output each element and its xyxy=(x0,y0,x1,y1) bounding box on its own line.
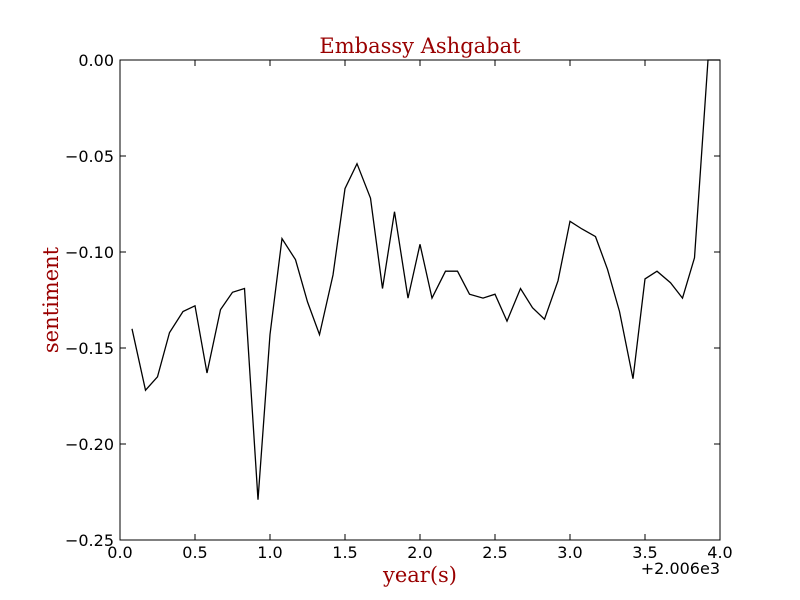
y-tick-label: −0.20 xyxy=(65,435,114,454)
y-tick-label: −0.05 xyxy=(65,147,114,166)
x-tick-label: 4.0 xyxy=(707,543,732,562)
series-line xyxy=(131,59,720,500)
x-tick-label: 0.0 xyxy=(107,543,132,562)
x-tick-label: 2.0 xyxy=(407,543,432,562)
chart-title: Embassy Ashgabat xyxy=(319,34,521,58)
y-axis-ticks: 0.00 −0.05 −0.10 −0.15 −0.20 −0.25 xyxy=(65,51,720,550)
x-tick-label: 1.5 xyxy=(332,543,357,562)
x-tick-label: 2.5 xyxy=(482,543,507,562)
y-tick-label: 0.00 xyxy=(78,51,114,70)
y-tick-label: −0.25 xyxy=(65,531,114,550)
plot-area: 0.0 0.5 1.0 1.5 2.0 2.5 3.0 3.5 4.0 0.00 −0.05 −0.… xyxy=(65,51,733,562)
x-axis-ticks: 0.0 0.5 1.0 1.5 2.0 2.5 3.0 3.5 4.0 xyxy=(107,60,733,562)
x-axis-offset-label: +2.006e3 xyxy=(641,559,720,578)
x-tick-label: 3.5 xyxy=(632,543,657,562)
y-tick-label: −0.15 xyxy=(65,339,114,358)
x-axis-label: year(s) xyxy=(382,563,457,587)
y-tick-label: −0.10 xyxy=(65,243,114,262)
x-tick-label: 3.0 xyxy=(557,543,582,562)
x-tick-label: 1.0 xyxy=(257,543,282,562)
x-tick-label: 0.5 xyxy=(182,543,207,562)
y-axis-label: sentiment xyxy=(39,246,63,353)
